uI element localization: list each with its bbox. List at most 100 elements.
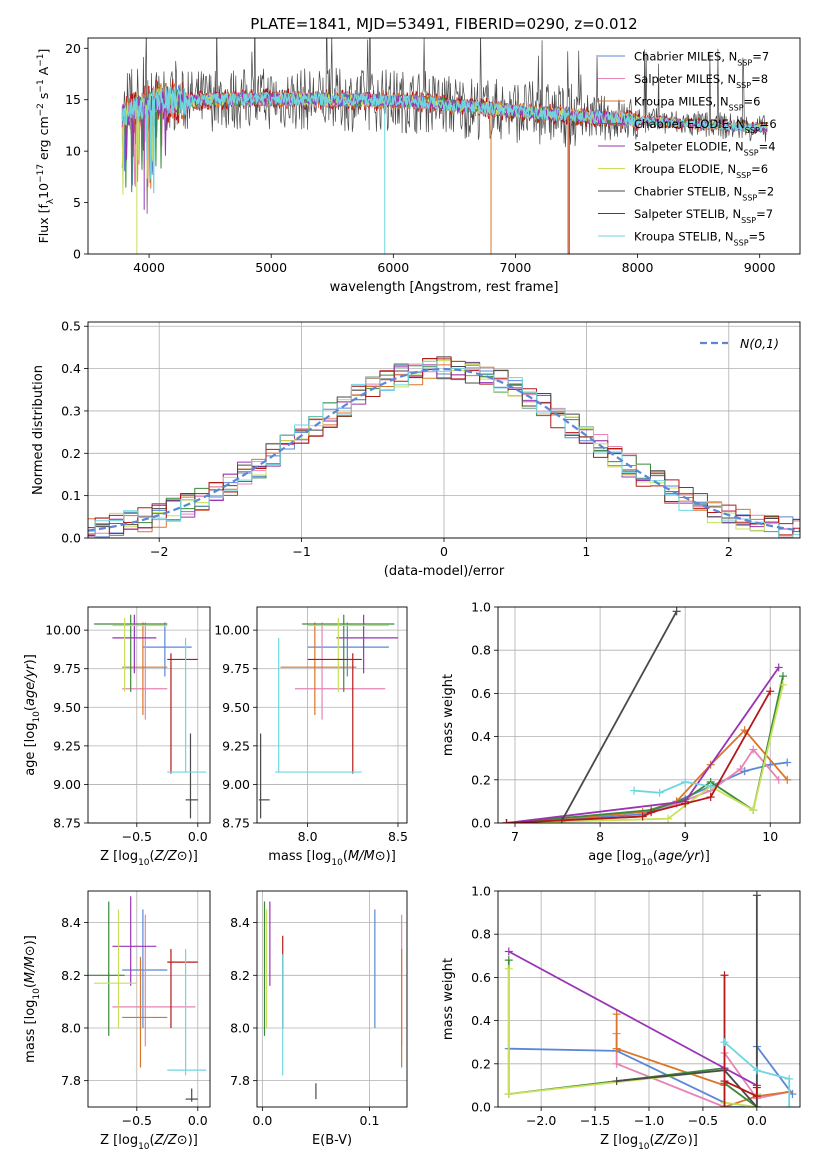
x-tick-label: 0.0 bbox=[747, 1113, 767, 1128]
y-tick-label: 8.0 bbox=[230, 1020, 250, 1035]
y-tick-label: 0.0 bbox=[471, 1100, 491, 1115]
y-tick-label: 8.4 bbox=[230, 915, 250, 930]
legend-label: Chabrier STELIB, NSSP=2 bbox=[634, 185, 774, 203]
y-tick-label: 20 bbox=[65, 41, 81, 56]
x-tick-label: 0.1 bbox=[360, 1113, 380, 1128]
y-tick-label: 0.8 bbox=[471, 643, 491, 658]
x-tick-label: 2 bbox=[725, 544, 733, 559]
series-line-kroupa_elodie bbox=[507, 968, 758, 1107]
y-tick-label: 0.4 bbox=[61, 361, 81, 376]
spectrum-xlabel: wavelength [Angstrom, rest frame] bbox=[330, 280, 559, 295]
histogram-kroupa_miles bbox=[88, 360, 800, 538]
series-line-salpeter_elodie bbox=[508, 950, 758, 1087]
y-tick-label: 7.8 bbox=[230, 1073, 250, 1088]
legend-label: Kroupa STELIB, NSSP=5 bbox=[634, 230, 765, 248]
y-tick-label: 0.0 bbox=[471, 816, 491, 831]
legend-label: Salpeter ELODIE, NSSP=4 bbox=[634, 140, 776, 158]
weight_vs_age-frame bbox=[497, 606, 801, 824]
x-tick-label: 8 bbox=[596, 829, 604, 844]
y-tick-label: 8.75 bbox=[53, 816, 81, 831]
panels: 4000 5000 6000 7000 8000 900005101520waveleng… bbox=[23, 37, 801, 1152]
legend-label: Kroupa ELODIE, NSSP=6 bbox=[634, 162, 768, 180]
mass_vs_Z-frame bbox=[87, 890, 211, 1108]
y-tick-label: 7.8 bbox=[61, 1073, 81, 1088]
histogram-chabrier_stelib bbox=[88, 356, 800, 535]
y-tick-label: 10 bbox=[65, 144, 81, 159]
y-tick-label: 8.75 bbox=[222, 816, 250, 831]
y-tick-label: 9.50 bbox=[222, 700, 250, 715]
y-tick-label: 0.0 bbox=[61, 531, 81, 546]
age_vs_mass-points bbox=[258, 614, 398, 819]
x-tick-label: −0.5 bbox=[122, 1113, 152, 1128]
y-tick-label: 0.2 bbox=[471, 1056, 491, 1071]
weight_vs_age-ylabel: mass weight bbox=[441, 674, 456, 756]
x-tick-label: 1 bbox=[582, 544, 590, 559]
y-tick-label: 0.6 bbox=[471, 686, 491, 701]
residuals-xlabel: (data-model)/error bbox=[384, 564, 505, 579]
mass_vs_Z-xlabel: Z [log10(Z/Z⊙)] bbox=[100, 1133, 198, 1152]
y-tick-label: 15 bbox=[65, 92, 81, 107]
spectrum-line-kroupa_stelib bbox=[121, 87, 768, 194]
series-line-kroupa_miles bbox=[506, 729, 788, 823]
normal-curve bbox=[88, 367, 800, 532]
x-tick-label: 10 bbox=[762, 829, 778, 844]
weight_vs_Z-axes: −2.0 −1.5 −1.0 −0.5 0.0 0.0 0.2 0.4 0.6 0.8 1.0 bbox=[471, 884, 800, 1128]
spectrum-lines bbox=[121, 38, 768, 254]
y-tick-label: 10.00 bbox=[214, 623, 250, 638]
residual-legend: N(0,1) bbox=[700, 336, 779, 351]
x-tick-label: −0.5 bbox=[122, 829, 152, 844]
spectrum-frame bbox=[87, 37, 801, 255]
x-tick-label: 6000 bbox=[377, 260, 409, 275]
x-tick-label: −2 bbox=[150, 544, 168, 559]
mass_vs_Z-axes: −0.5 0.0 7.8 8.0 8.2 8.4 bbox=[61, 891, 210, 1128]
x-tick-label: 9000 bbox=[744, 260, 776, 275]
age_vs_Z-ylabel: age [log10(age/yr)] bbox=[23, 654, 42, 776]
y-tick-label: 0.1 bbox=[61, 488, 81, 503]
legend-label: Chabrier ELODIE, NSSP=6 bbox=[634, 117, 777, 135]
age_vs_Z-axes: −0.5 0.0 8.75 9.00 9.25 9.50 9.75 10.00 bbox=[45, 607, 210, 844]
age_vs_Z-points bbox=[94, 614, 207, 819]
residuals-frame bbox=[87, 321, 801, 539]
x-tick-label: 8.0 bbox=[298, 829, 318, 844]
y-tick-label: 8.2 bbox=[230, 968, 250, 983]
mass_vs_ebv-axes: 0.0 0.1 7.8 8.0 8.2 8.4 bbox=[230, 891, 407, 1128]
series-line-chabrier_elodie bbox=[506, 675, 784, 823]
legend-label: N(0,1) bbox=[740, 336, 779, 351]
figure-title: PLATE=1841, MJD=53491, FIBERID=0290, z=0… bbox=[250, 15, 637, 33]
x-tick-label: 7000 bbox=[500, 260, 532, 275]
y-tick-label: 1.0 bbox=[471, 600, 491, 615]
y-tick-label: 0.4 bbox=[471, 1013, 491, 1028]
legend-label: Salpeter MILES, NSSP=8 bbox=[634, 72, 768, 90]
x-tick-label: 4000 bbox=[133, 260, 165, 275]
x-tick-label: −0.5 bbox=[688, 1113, 718, 1128]
residuals-axes: −2 −1 0 1 2 0.0 0.1 0.2 0.3 0.4 0.5 bbox=[61, 319, 800, 559]
weight_vs_age-xlabel: age [log10(age/yr)] bbox=[588, 849, 710, 868]
y-tick-label: 9.75 bbox=[222, 661, 250, 676]
y-tick-label: 0.3 bbox=[61, 403, 81, 418]
x-tick-label: −2.0 bbox=[526, 1113, 556, 1128]
histogram-kroupa_stelib bbox=[88, 360, 800, 538]
mass_vs_ebv-xlabel: E(B-V) bbox=[312, 1133, 352, 1148]
y-tick-label: 5 bbox=[73, 195, 81, 210]
weight_vs_age-series bbox=[502, 607, 792, 823]
y-tick-label: 8.0 bbox=[61, 1020, 81, 1035]
y-tick-label: 0.2 bbox=[471, 772, 491, 787]
mass_vs_Z-ylabel: mass [log10(M/M⊙)] bbox=[23, 935, 42, 1063]
y-tick-label: 9.75 bbox=[53, 661, 81, 676]
x-tick-label: −1.0 bbox=[634, 1113, 664, 1128]
y-tick-label: 9.00 bbox=[53, 777, 81, 792]
legend-label: Kroupa MILES, NSSP=6 bbox=[634, 95, 760, 113]
mass_vs_ebv-frame bbox=[256, 890, 408, 1108]
y-tick-label: 8.2 bbox=[61, 968, 81, 983]
y-tick-label: 9.25 bbox=[222, 738, 250, 753]
weight_vs_Z-ylabel: mass weight bbox=[441, 958, 456, 1040]
x-tick-label: 0.0 bbox=[252, 1113, 272, 1128]
x-tick-label: 8000 bbox=[622, 260, 654, 275]
x-tick-label: 9 bbox=[681, 829, 689, 844]
x-tick-label: 5000 bbox=[255, 260, 287, 275]
y-tick-label: 9.25 bbox=[53, 738, 81, 753]
y-tick-label: 0.2 bbox=[61, 446, 81, 461]
age_vs_mass-frame bbox=[256, 606, 408, 824]
x-tick-label: 8.5 bbox=[388, 829, 408, 844]
y-tick-label: 8.4 bbox=[61, 915, 81, 930]
